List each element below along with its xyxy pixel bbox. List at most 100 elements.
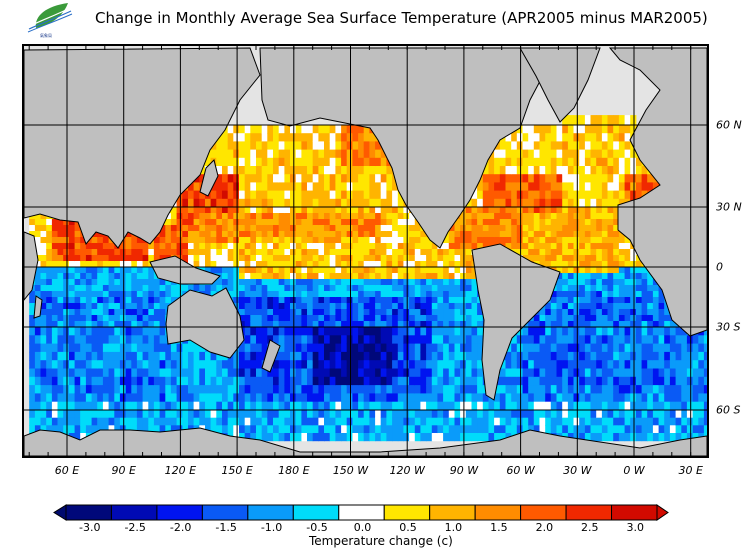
anomaly-cell xyxy=(562,190,569,200)
anomaly-cell xyxy=(420,267,427,274)
anomaly-cell xyxy=(590,368,597,378)
anomaly-cell xyxy=(68,273,76,280)
anomaly-cell xyxy=(148,351,155,361)
anomaly-cell xyxy=(46,321,53,328)
anomaly-cell xyxy=(460,273,467,280)
anomaly-cell xyxy=(335,315,342,322)
anomaly-cell xyxy=(664,327,671,336)
anomaly-cell xyxy=(505,225,512,232)
anomaly-cell xyxy=(528,417,535,426)
anomaly-cell xyxy=(91,351,98,361)
anomaly-cell xyxy=(613,401,620,411)
anomaly-cell xyxy=(284,321,291,328)
anomaly-cell xyxy=(176,213,183,220)
anomaly-cell xyxy=(369,385,376,394)
anomaly-cell xyxy=(573,393,580,403)
anomaly-cell xyxy=(267,166,274,175)
anomaly-cell xyxy=(301,237,308,244)
anomaly-cell xyxy=(318,315,325,322)
anomaly-cell xyxy=(562,315,569,322)
anomaly-cell xyxy=(80,303,87,310)
anomaly-cell xyxy=(562,327,569,336)
anomaly-cell xyxy=(386,237,393,244)
anomaly-cell xyxy=(250,393,257,403)
anomaly-cell xyxy=(584,343,592,353)
anomaly-cell xyxy=(341,237,348,244)
anomaly-cell xyxy=(607,190,614,200)
anomaly-cell xyxy=(227,279,234,286)
anomaly-cell xyxy=(307,190,314,200)
anomaly-cell xyxy=(409,393,416,403)
anomaly-cell xyxy=(108,425,115,434)
anomaly-cell xyxy=(584,401,592,411)
anomaly-cell xyxy=(488,237,495,244)
anomaly-cell xyxy=(420,273,427,280)
anomaly-cell xyxy=(624,433,631,442)
anomaly-cell xyxy=(579,368,586,378)
anomaly-cell xyxy=(380,327,387,336)
anomaly-cell xyxy=(34,285,42,292)
anomaly-cell xyxy=(301,149,308,159)
anomaly-cell xyxy=(346,237,353,244)
anomaly-cell xyxy=(261,343,268,353)
anomaly-cell xyxy=(307,285,314,292)
anomaly-cell xyxy=(613,198,620,208)
anomaly-cell xyxy=(652,425,660,434)
anomaly-cell xyxy=(380,309,387,316)
anomaly-cell xyxy=(176,285,183,292)
anomaly-cell xyxy=(562,335,569,345)
anomaly-cell xyxy=(114,309,121,316)
anomaly-cell xyxy=(613,309,620,316)
anomaly-cell xyxy=(596,219,603,226)
anomaly-cell xyxy=(618,198,626,208)
anomaly-cell xyxy=(618,343,626,353)
anomaly-cell xyxy=(233,401,240,411)
anomaly-cell xyxy=(386,291,393,298)
anomaly-cell xyxy=(312,149,319,159)
anomaly-cell xyxy=(295,273,302,280)
anomaly-cell xyxy=(278,267,285,274)
anomaly-cell xyxy=(153,368,161,378)
anomaly-cell xyxy=(613,133,620,142)
anomaly-cell xyxy=(409,297,416,304)
anomaly-cell xyxy=(318,279,325,286)
anomaly-cell xyxy=(284,385,291,394)
anomaly-cell xyxy=(205,368,212,378)
anomaly-cell xyxy=(102,401,110,411)
anomaly-cell xyxy=(324,433,331,442)
anomaly-cell xyxy=(307,291,314,298)
anomaly-cell xyxy=(380,417,387,426)
anomaly-cell xyxy=(34,267,42,274)
anomaly-cell xyxy=(97,279,104,286)
anomaly-cell xyxy=(346,385,353,394)
anomaly-cell xyxy=(239,351,246,361)
anomaly-cell xyxy=(199,190,206,200)
anomaly-cell xyxy=(590,385,597,394)
anomaly-cell xyxy=(590,343,597,353)
anomaly-cell xyxy=(290,174,297,183)
anomaly-cell xyxy=(256,261,263,268)
anomaly-cell xyxy=(369,303,376,310)
anomaly-cell xyxy=(437,261,444,268)
anomaly-cell xyxy=(590,231,597,238)
anomaly-cell xyxy=(465,213,472,220)
anomaly-cell xyxy=(193,213,200,220)
anomaly-cell xyxy=(159,279,166,286)
anomaly-cell xyxy=(80,243,87,250)
anomaly-cell xyxy=(29,315,36,322)
anomaly-cell xyxy=(363,327,370,336)
anomaly-cell xyxy=(34,425,42,434)
anomaly-cell xyxy=(290,273,297,280)
anomaly-cell xyxy=(125,327,132,336)
anomaly-cell xyxy=(482,198,489,208)
anomaly-cell xyxy=(386,279,393,286)
anomaly-cell xyxy=(273,360,280,369)
anomaly-cell xyxy=(363,285,370,292)
anomaly-cell xyxy=(494,141,501,151)
anomaly-cell xyxy=(244,433,251,442)
anomaly-cell xyxy=(290,335,297,345)
anomaly-cell xyxy=(601,368,609,378)
anomaly-cell xyxy=(136,249,144,256)
anomaly-cell xyxy=(346,207,353,214)
anomaly-cell xyxy=(57,237,64,244)
